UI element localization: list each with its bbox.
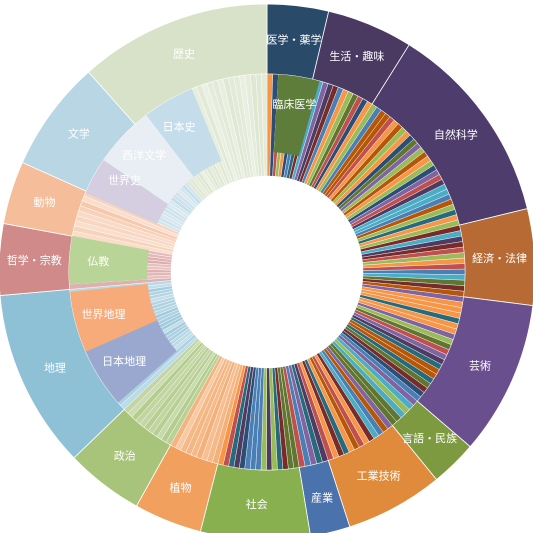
inner-block — [85, 319, 177, 403]
inner-label: 世界史 — [108, 174, 141, 187]
inner-label: 日本史 — [163, 120, 196, 134]
outer-label: 医学・薬学 — [267, 33, 322, 47]
inner-block — [103, 115, 194, 205]
outer-label: 生活・趣味 — [329, 49, 384, 63]
outer-label: 自然科学 — [434, 128, 478, 142]
outer-label: 政治 — [114, 449, 136, 463]
outer-label: 文学 — [68, 126, 90, 140]
outer-label: 工業技術 — [357, 470, 401, 483]
outer-label: 植物 — [170, 480, 192, 494]
inner-label: 仏教 — [87, 255, 109, 268]
center-hole — [171, 176, 363, 368]
inner-label: 臨床医学 — [272, 97, 316, 111]
inner-label: 日本地理 — [102, 354, 146, 368]
inner-block — [273, 74, 320, 157]
outer-label: 歴史 — [173, 47, 195, 60]
inner-block — [138, 88, 222, 181]
inner-block — [69, 284, 158, 352]
outer-label: 哲学・宗教 — [7, 253, 62, 267]
outer-ring — [0, 3, 533, 533]
outer-label: 社会 — [246, 497, 268, 511]
inner-ring — [68, 73, 466, 471]
inner-label: 世界地理 — [82, 308, 126, 321]
inner-block — [69, 235, 150, 285]
outer-label: 地理 — [44, 362, 66, 375]
inner-label: 西洋文学 — [122, 148, 166, 162]
outer-label: 産業 — [311, 491, 333, 504]
outer-label: 動物 — [34, 195, 56, 209]
outer-label: 芸術 — [469, 360, 491, 373]
outer-label: 言語・民族 — [402, 431, 457, 445]
outer-label: 経済・法律 — [472, 251, 527, 265]
